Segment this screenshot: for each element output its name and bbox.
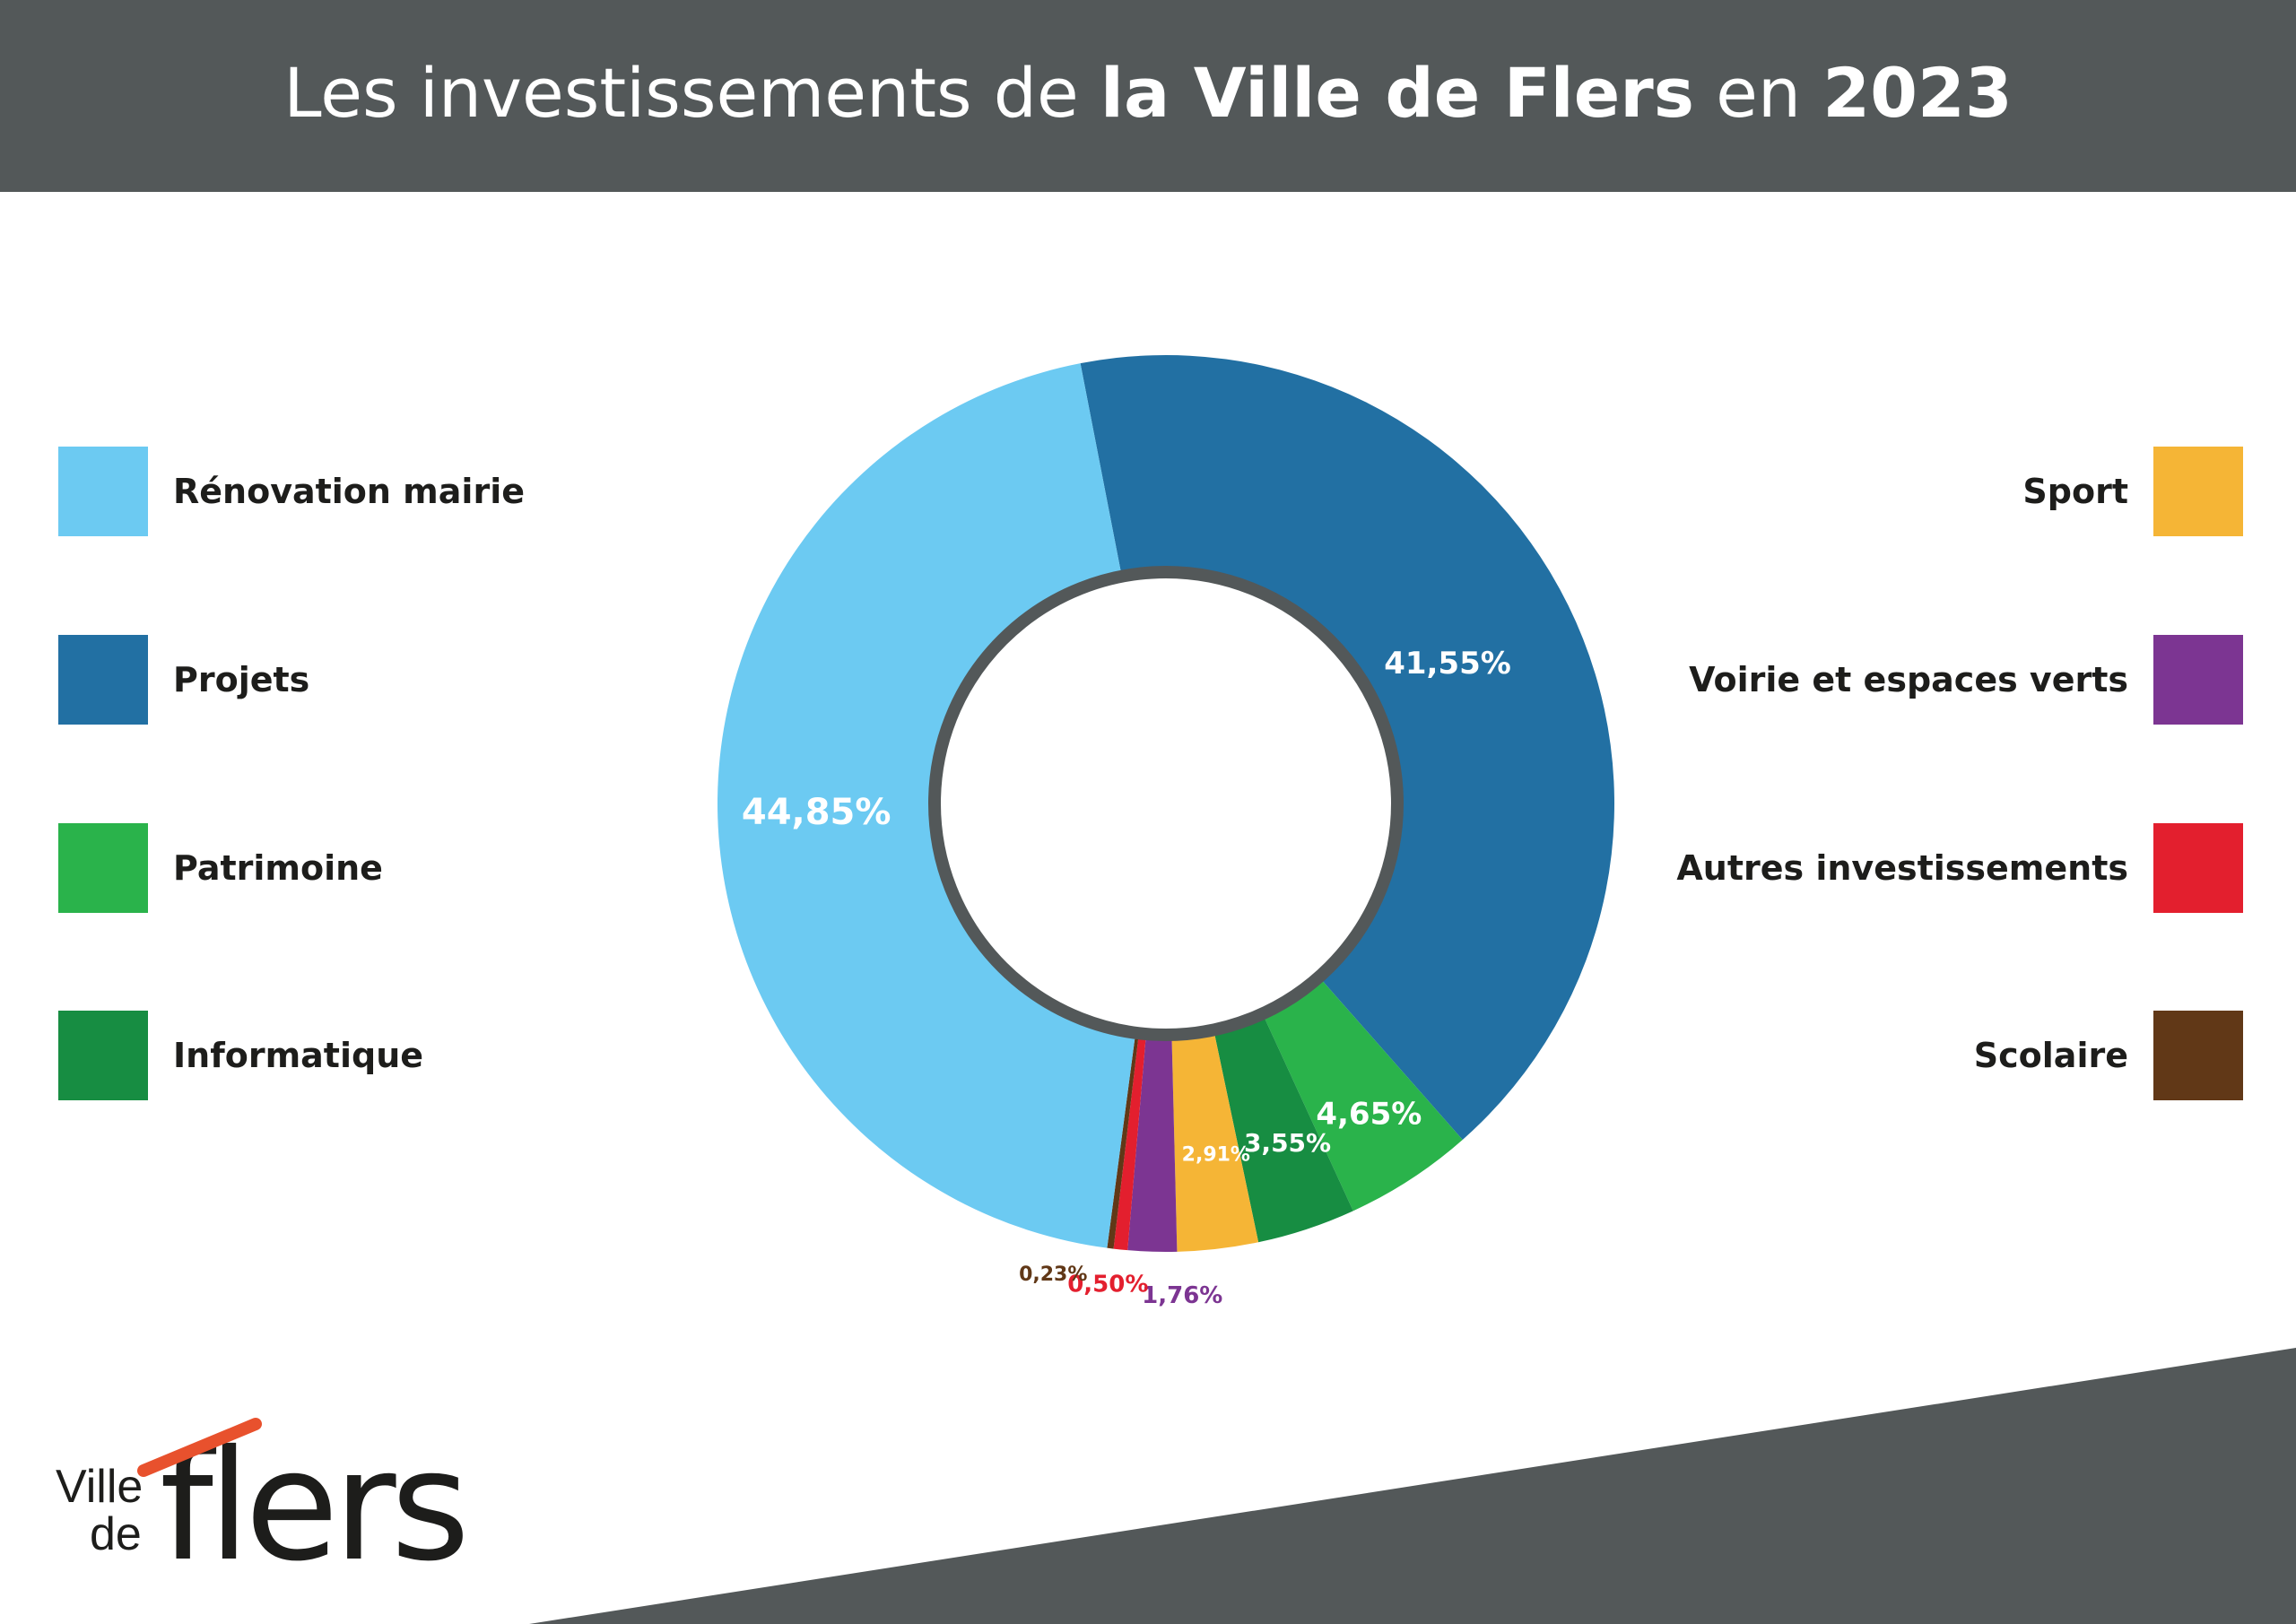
- legend-item-renovation-mairie: Rénovation mairie: [58, 447, 525, 536]
- chart-slices: [718, 355, 1614, 1253]
- header-bar: Les investissements de la Ville de Flers…: [0, 0, 2296, 192]
- legend-label: Autres investissements: [1676, 848, 2128, 888]
- legend-label: Scolaire: [1973, 1036, 2128, 1075]
- legend-swatch: [2153, 447, 2243, 536]
- legend-swatch: [58, 447, 148, 536]
- data-label-renovation-mairie: 44,85%: [742, 792, 891, 833]
- legend-item-voirie: Voirie et espaces verts: [1689, 635, 2243, 725]
- legend-label: Informatique: [173, 1036, 424, 1075]
- slice-scolaire: [1107, 1032, 1139, 1249]
- legend-label: Rénovation mairie: [173, 472, 525, 511]
- title-part-3: en: [1693, 53, 1823, 133]
- data-label-sport: 2,91%: [1182, 1143, 1250, 1166]
- legend-label: Voirie et espaces verts: [1689, 660, 2128, 699]
- data-label-voirie-et-espaces-verts: 1,76%: [1142, 1282, 1222, 1309]
- slice-informatique: [1213, 1013, 1353, 1243]
- legend-swatch: [2153, 1011, 2243, 1100]
- data-label-projets: 41,55%: [1384, 646, 1511, 682]
- data-label-autres-investissements: 0,50%: [1067, 1272, 1148, 1298]
- legend-item-scolaire: Scolaire: [1974, 1011, 2243, 1100]
- slice-voirie-et-espaces-verts: [1127, 1034, 1178, 1253]
- legend-label: Sport: [2022, 472, 2128, 511]
- page-title: Les investissements de la Ville de Flers…: [283, 59, 2013, 127]
- legend-swatch: [2153, 823, 2243, 913]
- slice-renovation-mairie: [718, 363, 1136, 1248]
- legend-swatch: [58, 1011, 148, 1100]
- donut-center-ring: [928, 566, 1404, 1041]
- chart-data-labels: 41,55% 4,65%3,55%2,91% 1,76%0,50%0,23% 44,8…: [742, 646, 1511, 1309]
- logo-line1: Ville: [56, 1461, 143, 1513]
- title-part-2: la Ville de Flers: [1100, 53, 1694, 133]
- title-part-1: Les investissements de: [283, 53, 1100, 133]
- slice-autres-investissements: [1113, 1033, 1146, 1251]
- legend-label: Patrimoine: [173, 848, 383, 888]
- legend-item-autres: Autres investissements: [1676, 823, 2243, 913]
- legend-label: Projets: [173, 660, 310, 699]
- data-label-informatique: 3,55%: [1244, 1128, 1331, 1158]
- slice-patrimoine: [1262, 977, 1463, 1211]
- legend-item-patrimoine: Patrimoine: [58, 823, 383, 913]
- legend-item-sport: Sport: [2022, 447, 2243, 536]
- logo-line2: de: [90, 1508, 142, 1560]
- ville-de-flers-logo: Ville de flers: [56, 1418, 466, 1587]
- data-label-scolaire: 0,23%: [1019, 1264, 1087, 1286]
- data-label-patrimoine: 4,65%: [1316, 1096, 1422, 1132]
- legend-swatch: [58, 635, 148, 725]
- legend-item-projets: Projets: [58, 635, 309, 725]
- slice-projets: [1080, 355, 1614, 1140]
- legend-swatch: [58, 823, 148, 913]
- logo-accent-stroke: [137, 1418, 262, 1477]
- title-part-4: 2023: [1822, 53, 2013, 133]
- slice-sport: [1171, 1029, 1259, 1252]
- legend-item-informatique: Informatique: [58, 1011, 423, 1100]
- legend-swatch: [2153, 635, 2243, 725]
